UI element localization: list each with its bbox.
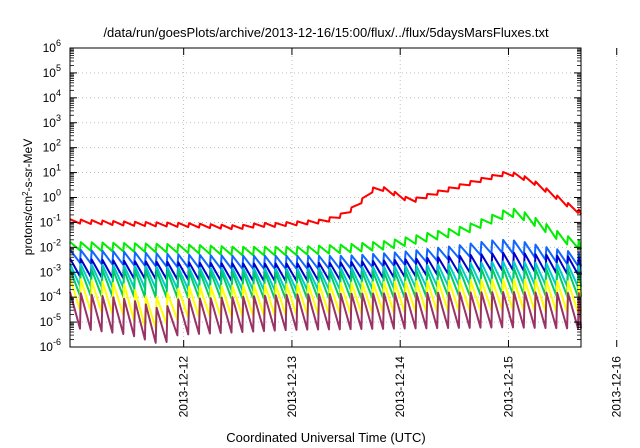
- y-tick-label: 10-1: [40, 212, 61, 229]
- y-axis-ticks: 10-610-510-410-310-210-11001011021031041…: [40, 38, 581, 354]
- y-tick-base: 10: [43, 166, 57, 180]
- y-tick-base: 10: [43, 91, 57, 105]
- y-tick-sup: -3: [53, 262, 61, 272]
- y-tick-base: 10: [40, 340, 54, 354]
- y-tick-base: 10: [43, 141, 57, 155]
- y-tick-base: 10: [40, 315, 54, 329]
- y-tick-label: 10-2: [40, 237, 61, 254]
- series-line: [69, 171, 582, 231]
- series-line: [69, 207, 582, 257]
- y-tick-sup: 5: [56, 63, 61, 73]
- y-tick-label: 105: [43, 63, 61, 80]
- x-tick-label: 2013-12-16: [610, 356, 624, 418]
- y-tick-sup: 2: [56, 138, 61, 148]
- y-tick-sup: 3: [56, 113, 61, 123]
- y-tick-label: 102: [43, 138, 61, 155]
- y-tick-sup: -6: [53, 337, 61, 347]
- y-tick-label: 106: [43, 38, 61, 55]
- x-tick-label: 2013-12-15: [501, 356, 515, 418]
- y-tick-sup: 1: [56, 163, 61, 173]
- y-tick-label: 10-6: [40, 337, 61, 354]
- y-tick-base: 10: [43, 66, 57, 80]
- y-axis-label-rest: -s-sr-MeV: [21, 139, 35, 192]
- y-tick-base: 10: [40, 240, 54, 254]
- x-tick-label: 2013-12-12: [177, 356, 191, 418]
- y-tick-label: 10-4: [40, 287, 61, 304]
- y-tick-sup: 0: [56, 188, 61, 198]
- y-tick-base: 10: [40, 265, 54, 279]
- y-tick-sup: 6: [56, 38, 61, 48]
- y-tick-label: 10-3: [40, 262, 61, 279]
- chart-title: /data/run/goesPlots/archive/2013-12-16/1…: [103, 25, 549, 40]
- y-tick-sup: -4: [53, 287, 61, 297]
- y-tick-label: 104: [43, 88, 61, 105]
- y-tick-base: 10: [43, 191, 57, 205]
- y-tick-sup: 4: [56, 88, 61, 98]
- x-tick-label: 2013-12-13: [285, 356, 299, 418]
- y-tick-base: 10: [43, 116, 57, 130]
- y-axis-label-sup: 2: [21, 191, 30, 196]
- y-tick-base: 10: [40, 290, 54, 304]
- series-lines: [69, 171, 582, 344]
- x-tick-label: 2013-12-14: [393, 356, 407, 418]
- y-tick-base: 10: [43, 41, 57, 55]
- y-tick-label: 103: [43, 113, 61, 130]
- x-axis-label: Coordinated Universal Time (UTC): [226, 430, 425, 445]
- y-tick-sup: -1: [53, 212, 61, 222]
- y-tick-label: 100: [43, 188, 61, 205]
- y-tick-base: 10: [40, 215, 54, 229]
- y-tick-sup: -5: [53, 312, 61, 322]
- y-axis-label: protons/cm2-s-sr-MeV: [21, 139, 36, 255]
- y-tick-label: 10-5: [40, 312, 61, 329]
- y-axis-label-base: protons/cm: [21, 196, 35, 255]
- x-axis-ticks: 2013-12-12 2013-12-13 2013-12-14 2013-12-15…: [177, 48, 624, 417]
- y-tick-label: 101: [43, 163, 61, 180]
- series-line: [69, 291, 582, 344]
- y-tick-sup: -2: [53, 237, 61, 247]
